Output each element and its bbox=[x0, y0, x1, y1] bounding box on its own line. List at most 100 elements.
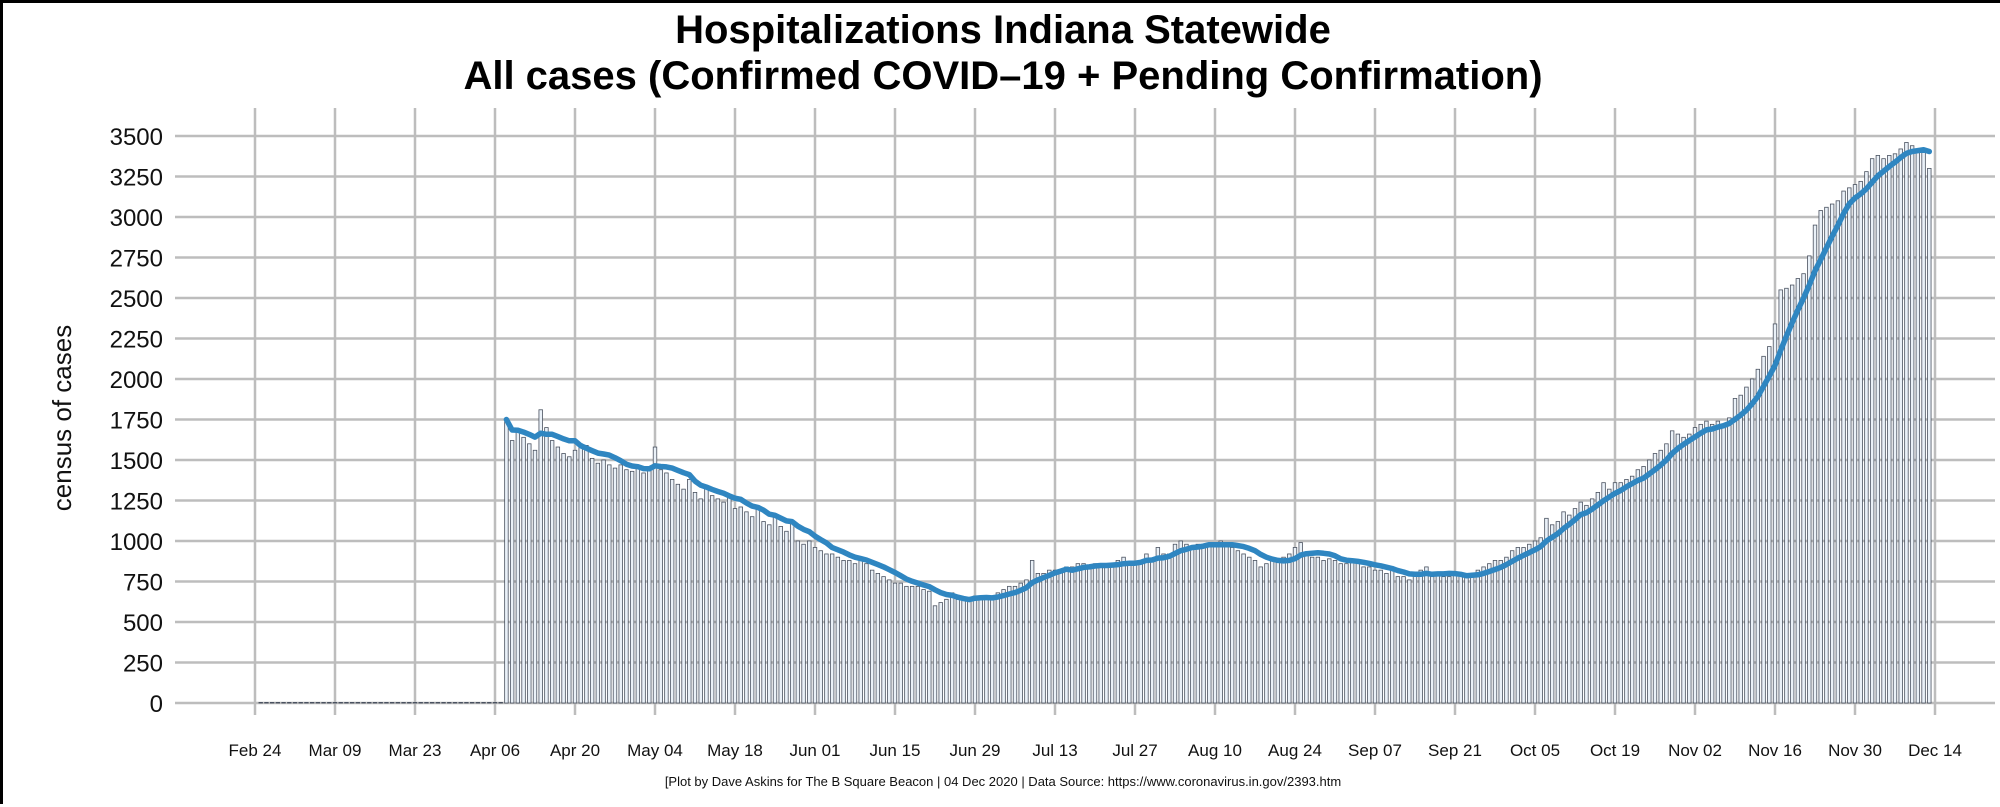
bar bbox=[675, 483, 681, 704]
bar bbox=[1927, 167, 1932, 704]
bar bbox=[1869, 158, 1875, 704]
x-tick-label: Jun 29 bbox=[949, 741, 1000, 760]
bar bbox=[1652, 453, 1658, 704]
y-tick-label: 750 bbox=[123, 570, 163, 597]
bar bbox=[887, 579, 892, 704]
bar bbox=[1487, 563, 1492, 704]
x-tick-label: May 04 bbox=[627, 741, 683, 760]
chart-credit: [Plot by Dave Askins for The B Square Be… bbox=[665, 774, 1341, 789]
bar bbox=[829, 553, 835, 704]
bar bbox=[384, 702, 389, 704]
bar bbox=[1104, 566, 1109, 704]
y-tick-label: 1500 bbox=[110, 448, 163, 475]
bar bbox=[1338, 563, 1343, 704]
x-tick-label: Mar 23 bbox=[389, 741, 442, 760]
bar bbox=[1698, 423, 1703, 704]
bar bbox=[1001, 589, 1006, 704]
x-tick-label: Apr 06 bbox=[470, 741, 520, 760]
bar bbox=[1504, 556, 1509, 704]
bar bbox=[1584, 504, 1589, 704]
bar bbox=[721, 501, 726, 704]
bar bbox=[1115, 560, 1121, 704]
bar bbox=[1601, 482, 1606, 704]
bar bbox=[1755, 368, 1761, 704]
bar bbox=[349, 702, 355, 704]
bar bbox=[1921, 151, 1926, 704]
bar bbox=[1229, 547, 1235, 704]
bar bbox=[561, 453, 566, 704]
bar bbox=[309, 702, 315, 704]
bar bbox=[1435, 573, 1441, 704]
bar bbox=[1624, 479, 1629, 704]
bar bbox=[1275, 560, 1281, 704]
bar bbox=[549, 440, 555, 704]
bar bbox=[795, 540, 801, 704]
bar bbox=[269, 702, 275, 704]
bar bbox=[755, 508, 761, 704]
y-tick-label: 2750 bbox=[110, 246, 163, 273]
bar bbox=[1555, 521, 1561, 704]
bar bbox=[789, 521, 795, 704]
bar bbox=[504, 419, 509, 704]
bar bbox=[778, 526, 783, 704]
bar bbox=[1538, 537, 1543, 704]
bar bbox=[1367, 566, 1372, 704]
bar bbox=[1641, 466, 1646, 704]
bar bbox=[761, 521, 766, 704]
bar bbox=[412, 702, 418, 704]
bar bbox=[1607, 488, 1612, 704]
bar bbox=[1612, 482, 1618, 704]
x-tick-label: Nov 16 bbox=[1748, 741, 1802, 760]
bar bbox=[1521, 547, 1526, 704]
bar bbox=[1401, 576, 1406, 704]
bar bbox=[1332, 560, 1338, 704]
bar bbox=[258, 702, 263, 704]
bar bbox=[1007, 585, 1012, 704]
chart-title-line1: Hospitalizations Indiana Statewide bbox=[675, 8, 1331, 52]
bar bbox=[1389, 569, 1395, 704]
bar bbox=[744, 511, 749, 704]
y-axis-label: census of cases bbox=[47, 325, 77, 511]
bar bbox=[1824, 206, 1829, 704]
bar bbox=[418, 702, 423, 704]
x-tick-label: Jul 13 bbox=[1032, 741, 1077, 760]
x-tick-label: Jul 27 bbox=[1112, 741, 1157, 760]
bar bbox=[367, 702, 372, 704]
bar bbox=[1629, 475, 1635, 704]
bar bbox=[1195, 543, 1201, 704]
bar bbox=[835, 556, 841, 704]
bar bbox=[1058, 569, 1063, 704]
bar bbox=[681, 488, 686, 704]
y-tick-label: 1000 bbox=[110, 529, 163, 556]
bar bbox=[1372, 569, 1378, 704]
bar bbox=[584, 445, 589, 704]
x-tick-label: Nov 02 bbox=[1668, 741, 1722, 760]
bar bbox=[1161, 553, 1166, 704]
bar bbox=[698, 498, 703, 704]
bar bbox=[904, 585, 909, 704]
bar bbox=[618, 464, 623, 704]
bar bbox=[812, 547, 818, 704]
bar bbox=[1012, 585, 1018, 704]
x-tick-label: Oct 05 bbox=[1510, 741, 1560, 760]
bar bbox=[578, 443, 583, 704]
bar bbox=[1258, 566, 1263, 704]
bar bbox=[692, 491, 698, 704]
bar bbox=[464, 702, 469, 704]
bar bbox=[1361, 566, 1366, 704]
bar bbox=[555, 446, 561, 704]
x-tick-label: Nov 30 bbox=[1828, 741, 1882, 760]
x-tick-label: Sep 07 bbox=[1348, 741, 1402, 760]
moving-average-line bbox=[503, 146, 1933, 603]
bar bbox=[492, 702, 498, 704]
bar bbox=[915, 585, 921, 704]
bar bbox=[338, 702, 343, 704]
bar bbox=[1509, 550, 1515, 704]
bar bbox=[635, 467, 641, 704]
bar bbox=[709, 495, 715, 704]
bar bbox=[1087, 566, 1092, 704]
bar bbox=[1915, 148, 1921, 704]
bar bbox=[1349, 560, 1355, 704]
bar bbox=[441, 702, 446, 704]
bar bbox=[1567, 514, 1572, 704]
